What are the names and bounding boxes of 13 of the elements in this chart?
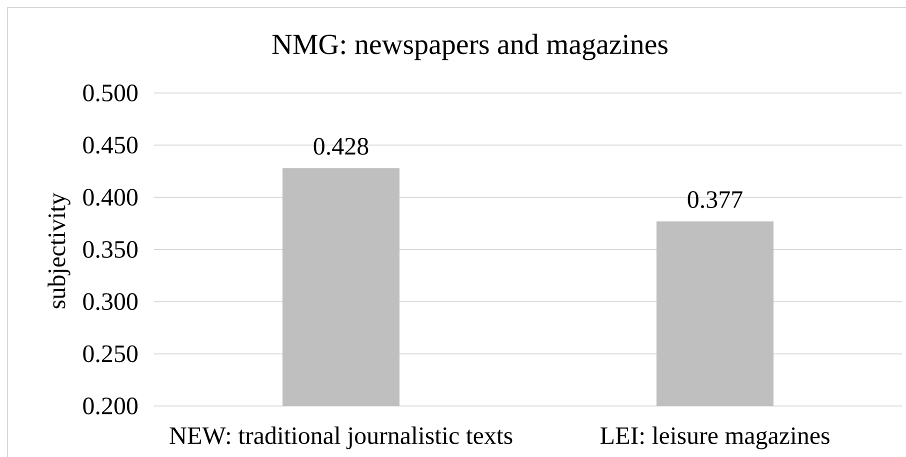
y-tick-label: 0.300 xyxy=(83,293,138,310)
y-tick-label: 0.500 xyxy=(83,84,138,102)
x-tick-label: LEI: leisure magazines xyxy=(600,426,830,450)
y-tick-label: 0.400 xyxy=(83,188,138,206)
data-label: 0.377 xyxy=(688,191,742,208)
y-tick-label: 0.250 xyxy=(83,345,138,362)
y-tick-label: 0.450 xyxy=(83,136,138,154)
y-tick-label: 0.350 xyxy=(83,241,138,258)
y-axis-title: subjectivity xyxy=(48,192,70,308)
x-tick-label: NEW: traditional journalistic texts xyxy=(170,426,512,450)
data-label: 0.428 xyxy=(314,138,368,155)
chart-title: NMG: newspapers and magazines xyxy=(272,34,668,60)
y-tick-label: 0.200 xyxy=(83,397,138,414)
